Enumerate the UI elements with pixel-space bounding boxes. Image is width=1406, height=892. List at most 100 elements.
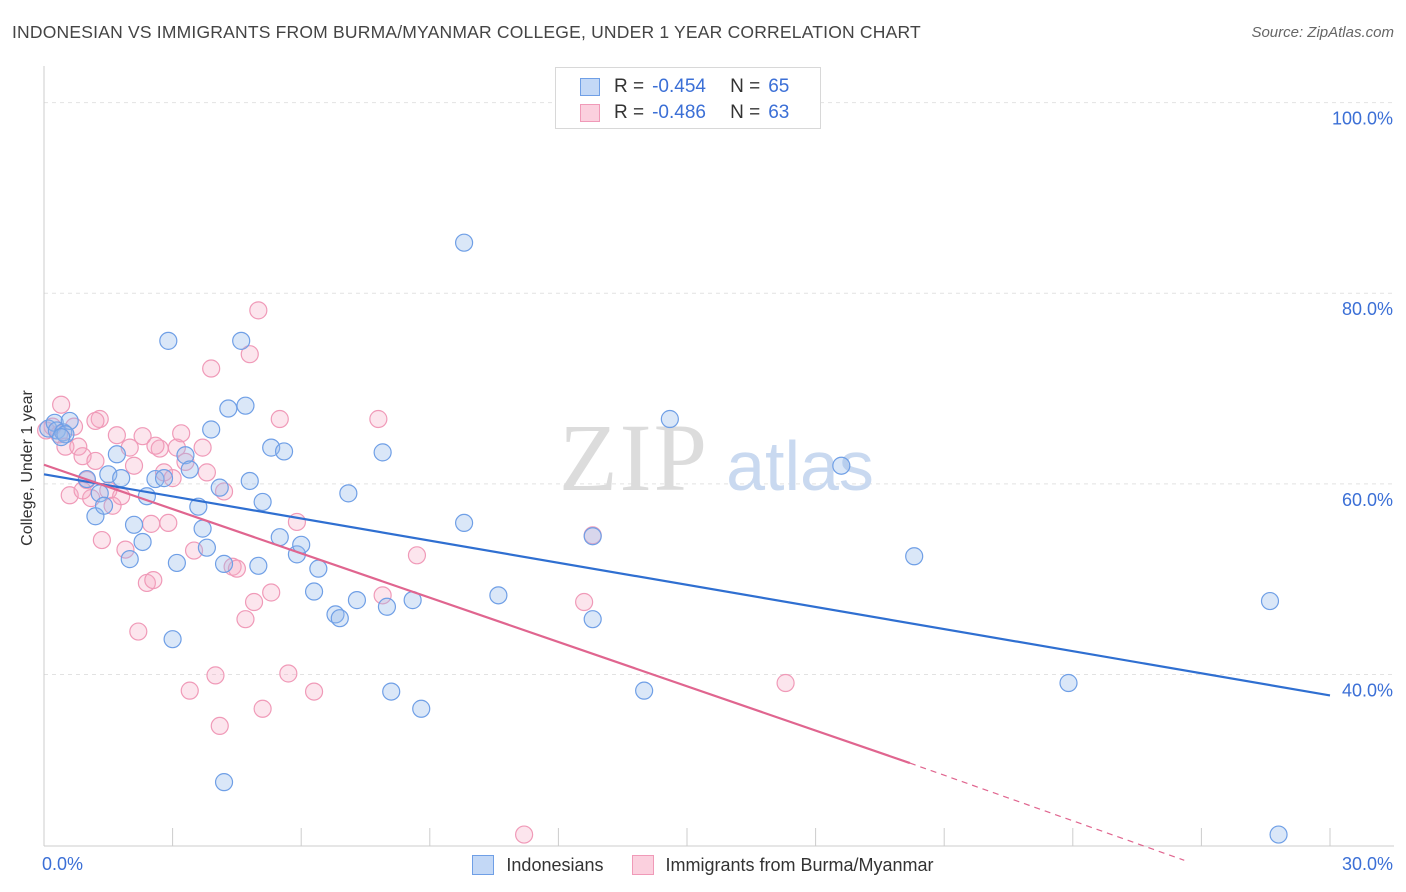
legend-label: Immigrants from Burma/Myanmar [665,854,934,875]
indonesians-point [330,609,349,628]
burma-trend-line [43,463,911,765]
burma-swatch [580,104,600,122]
indonesians-point [382,682,401,701]
indonesians-point [180,460,199,479]
burma-point [146,436,165,455]
y-tick-label: 80.0% [1342,299,1393,319]
indonesians-point [832,456,851,475]
indonesians-point [339,484,358,503]
indonesians-point [635,681,654,700]
burma-point [202,359,221,378]
indonesians-point [214,773,234,792]
n-label: N = [730,76,761,97]
indonesians-point [304,582,324,601]
burma-point [69,437,88,456]
burma-point [124,456,144,475]
indonesians-point [412,699,431,718]
indonesians-point [660,409,679,429]
watermark-zip: ZIP [559,404,709,511]
burma-point [253,699,272,718]
indonesians-point [163,630,182,649]
burma-point [575,592,594,612]
indonesians-point [124,515,144,534]
indonesians-point [52,428,71,447]
chart-legend: Indonesians Immigrants from Burma/Myanma… [0,852,1406,878]
r-label: R = [614,76,645,97]
x-tick-label: 30.0% [1342,854,1393,874]
stats-row-burma: R = -0.486 N = 63 [580,102,789,124]
indonesians-legend-swatch [472,855,495,875]
source-credit: Source: ZipAtlas.com [1251,24,1394,41]
burma-point [369,409,388,429]
indonesians-point [159,331,178,350]
burma-point [107,426,126,445]
y-tick-label: 40.0% [1342,680,1393,700]
burma-point [159,513,178,533]
y-tick-label: 60.0% [1342,490,1393,510]
indonesians-point [112,469,131,488]
n-label: N = [730,102,761,123]
indonesians-swatch [580,78,600,96]
tick-labels: 100.0% 80.0% 60.0% 40.0% 0.0% 30.0% [42,109,1393,874]
indonesians-point [1260,591,1280,611]
burma-point [236,610,255,629]
indonesians-point [202,420,221,439]
burma-point [86,451,105,471]
data-points [37,233,1288,844]
r-value: -0.486 [652,102,706,123]
indonesians-point [377,597,397,616]
burma-point [86,411,105,431]
n-value: 63 [768,102,790,123]
burma-point [210,716,229,736]
indonesians-point [154,469,174,488]
indonesians-trend-line [43,473,1331,697]
burma-point [144,570,163,590]
burma-point [142,514,161,533]
burma-point [240,345,259,364]
legend-item-burma[interactable]: Immigrants from Burma/Myanmar [631,854,934,876]
indonesians-point [1059,673,1078,693]
x-tick-label: 0.0% [42,854,83,874]
indonesians-point [120,550,139,569]
indonesians-point [94,496,114,515]
indonesians-point [232,331,251,350]
burma-point [116,540,135,559]
burma-point [279,664,298,683]
indonesians-point [489,586,508,605]
burma-point [133,427,152,446]
watermark: ZIP atlas [559,404,874,511]
indonesians-point [240,471,259,491]
burma-point [304,682,324,701]
trend-lines [43,463,1331,861]
y-tick-label: 100.0% [1332,109,1393,129]
indonesians-point [309,559,328,578]
indonesians-point [583,527,602,546]
legend-item-indonesians[interactable]: Indonesians [472,855,604,876]
indonesians-point [1269,825,1288,844]
burma-point [206,666,225,685]
burma-point [56,437,75,456]
burma-point [515,825,534,844]
burma-point [180,681,199,700]
indonesians-point [210,478,229,497]
indonesians-point [236,396,255,415]
burma-point [197,463,216,482]
burma-trend-extension [909,762,1185,861]
burma-point [262,583,281,602]
burma-point [92,530,111,550]
r-value: -0.454 [652,76,706,97]
indonesians-point [454,513,474,533]
burma-point [776,673,795,693]
indonesians-point [197,538,216,557]
indonesians-point [253,492,272,512]
watermark-atlas: atlas [726,427,874,505]
burma-point [373,586,392,605]
indonesians-point [905,547,924,566]
burma-point [270,409,289,429]
stats-row-indonesians: R = -0.454 N = 65 [580,76,789,98]
indonesians-point [249,556,268,575]
chart-title: INDONESIAN VS IMMIGRANTS FROM BURMA/MYAN… [12,22,921,42]
axes [43,66,1394,847]
indonesians-point [214,554,234,573]
